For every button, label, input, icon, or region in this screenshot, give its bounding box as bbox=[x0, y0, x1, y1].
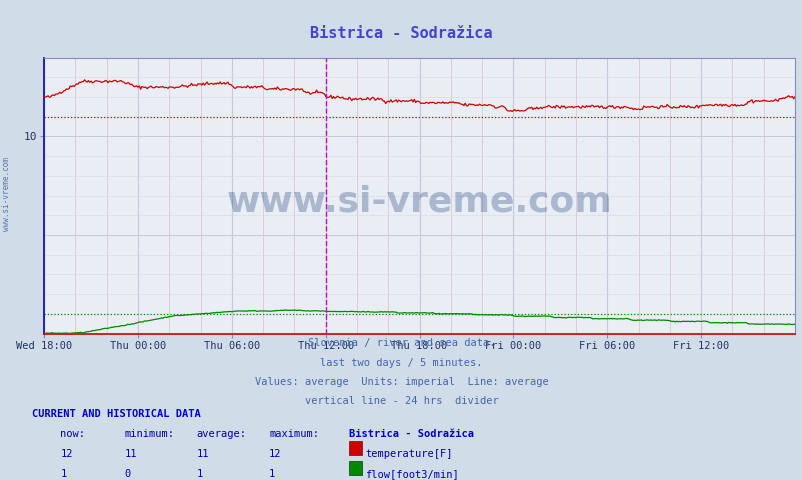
Text: www.si-vreme.com: www.si-vreme.com bbox=[2, 157, 11, 231]
Text: 1: 1 bbox=[60, 469, 67, 480]
Text: 12: 12 bbox=[269, 449, 282, 459]
Text: minimum:: minimum: bbox=[124, 429, 174, 439]
Text: average:: average: bbox=[196, 429, 246, 439]
Text: now:: now: bbox=[60, 429, 85, 439]
Text: last two days / 5 minutes.: last two days / 5 minutes. bbox=[320, 358, 482, 368]
Text: Bistrica - Sodražica: Bistrica - Sodražica bbox=[310, 26, 492, 41]
Text: maximum:: maximum: bbox=[269, 429, 318, 439]
Text: 11: 11 bbox=[124, 449, 137, 459]
Text: 0: 0 bbox=[124, 469, 131, 480]
Text: 1: 1 bbox=[269, 469, 275, 480]
Text: flow[foot3/min]: flow[foot3/min] bbox=[365, 469, 459, 480]
Text: 12: 12 bbox=[60, 449, 73, 459]
Text: www.si-vreme.com: www.si-vreme.com bbox=[226, 184, 612, 218]
Text: CURRENT AND HISTORICAL DATA: CURRENT AND HISTORICAL DATA bbox=[32, 409, 200, 419]
Text: temperature[F]: temperature[F] bbox=[365, 449, 452, 459]
Text: Bistrica - Sodražica: Bistrica - Sodražica bbox=[349, 429, 474, 439]
Text: Values: average  Units: imperial  Line: average: Values: average Units: imperial Line: av… bbox=[254, 377, 548, 387]
Text: vertical line - 24 hrs  divider: vertical line - 24 hrs divider bbox=[304, 396, 498, 406]
Text: 11: 11 bbox=[196, 449, 209, 459]
Text: Slovenia / river and sea data.: Slovenia / river and sea data. bbox=[307, 338, 495, 348]
Text: 1: 1 bbox=[196, 469, 203, 480]
